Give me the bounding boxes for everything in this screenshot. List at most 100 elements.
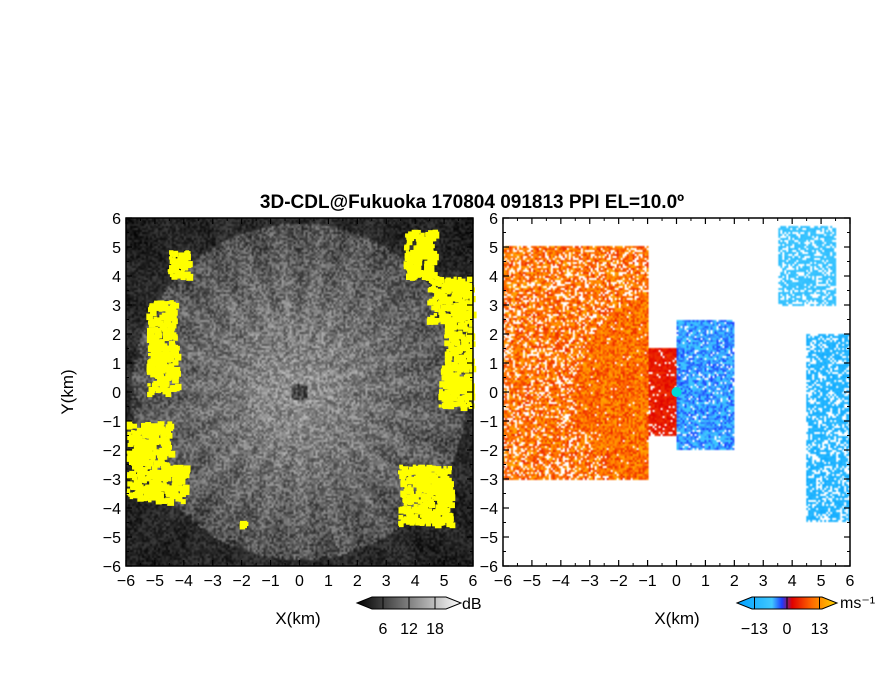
echo-pixel: [173, 385, 180, 392]
echo-pixel: [169, 258, 176, 265]
echo-pixel: [409, 497, 413, 502]
echo-pixel: [438, 404, 442, 408]
echo-pixel: [133, 479, 138, 484]
echo-pixel: [156, 463, 161, 468]
echo-pixel: [454, 307, 458, 311]
radar-site-marker: [671, 387, 682, 397]
x-tick-label: −2: [233, 573, 251, 590]
echo-pixel: [141, 448, 148, 456]
y-tick-label: 2: [112, 327, 121, 344]
echo-pixel: [439, 478, 443, 482]
echo-pixel: [403, 265, 408, 270]
echo-pixel: [434, 276, 439, 281]
echo-pixel: [164, 450, 168, 455]
y-tick-label: −2: [103, 443, 121, 460]
echo-pixel: [437, 502, 441, 506]
echo-pixel: [403, 488, 408, 493]
echo-pixel: [459, 354, 467, 362]
echo-pixel: [442, 382, 450, 389]
echo-pixel: [178, 464, 184, 471]
echo-pixel: [456, 346, 461, 351]
echo-pixel: [457, 400, 464, 407]
echo-pixel: [448, 490, 453, 494]
echo-pixel: [403, 261, 410, 267]
echo-pixel: [424, 247, 431, 255]
echo-pixel: [463, 345, 470, 352]
velocity-colorbar: −13 0 13 ms⁻¹: [735, 595, 875, 638]
echo-pixel: [448, 481, 454, 488]
echo-pixel: [148, 352, 152, 357]
echo-pixel: [442, 492, 449, 500]
echo-pixel: [128, 460, 134, 466]
echo-pixel: [453, 346, 459, 352]
echo-pixel: [134, 468, 138, 472]
echo-pixel: [164, 441, 171, 448]
echo-pixel: [174, 370, 181, 377]
echo-pixel: [167, 311, 174, 318]
echo-pixel: [169, 366, 175, 372]
echo-pixel: [127, 434, 133, 441]
echo-pixel: [165, 488, 173, 495]
echo-pixel: [463, 300, 469, 306]
echo-pixel: [132, 423, 138, 429]
echo-pixel: [153, 305, 158, 310]
echo-pixel: [418, 504, 423, 510]
chart-title: 3D-CDL@Fukuoka 170804 091813 PPI EL=10.0…: [260, 192, 684, 213]
echo-pixel: [133, 462, 139, 468]
colorbar-tick-label: 13: [811, 621, 829, 638]
echo-pixel: [406, 521, 410, 525]
echo-pixel: [433, 515, 441, 522]
y-tick-label: −5: [103, 530, 121, 547]
echo-pixel: [447, 331, 452, 337]
x-tick-label: −5: [146, 573, 164, 590]
echo-pixel: [174, 471, 180, 477]
echo-pixel: [448, 389, 454, 395]
y-tick-label: −6: [480, 559, 498, 576]
echo-pixel: [448, 485, 452, 489]
echo-pixel: [159, 314, 166, 321]
echo-pixel: [442, 478, 447, 484]
echo-pixel: [457, 349, 461, 353]
y-tick-label: −1: [480, 414, 498, 431]
echo-pixel: [453, 276, 457, 280]
echo-pixel: [461, 346, 466, 351]
echo-pixel: [174, 250, 179, 255]
echo-pixel: [440, 289, 445, 295]
echo-pixel: [155, 439, 160, 444]
echo-pixel: [164, 307, 169, 312]
echo-pixel: [431, 465, 436, 471]
y-tick-label: −4: [480, 501, 498, 518]
echo-pixel: [414, 466, 422, 474]
echo-pixel: [417, 499, 423, 504]
echo-pixel: [439, 312, 446, 319]
y-tick-label: −3: [103, 472, 121, 489]
echo-pixel: [455, 309, 462, 316]
echo-pixel: [418, 464, 426, 472]
echo-pixel: [423, 519, 427, 524]
echo-pixel: [440, 520, 446, 526]
echo-pixel: [423, 498, 428, 503]
echo-pixel: [463, 326, 469, 332]
echo-pixel: [170, 492, 177, 500]
echo-pixel: [428, 268, 433, 273]
echo-pixel: [164, 317, 171, 324]
echo-pixel: [172, 310, 178, 316]
echo-pixel: [424, 482, 431, 489]
y-tick-label: 5: [112, 240, 121, 257]
echo-pixel: [425, 477, 432, 484]
echo-pixel: [455, 281, 461, 286]
echo-pixel: [406, 267, 410, 271]
echo-pixel: [425, 233, 430, 238]
x-tick-label: −2: [610, 573, 628, 590]
echo-pixel: [403, 502, 408, 506]
x-tick-label: 5: [817, 573, 826, 590]
echo-pixel: [443, 399, 447, 403]
y-tick-label: 5: [489, 240, 498, 257]
echo-pixel: [149, 331, 155, 336]
velocity-x-axis-label: X(km): [654, 609, 699, 628]
echo-pixel: [132, 434, 138, 441]
echo-pixel: [457, 322, 465, 330]
echo-pixel: [159, 325, 165, 331]
echo-pixel: [442, 490, 447, 495]
colorbar-tick-label: −13: [741, 621, 768, 638]
